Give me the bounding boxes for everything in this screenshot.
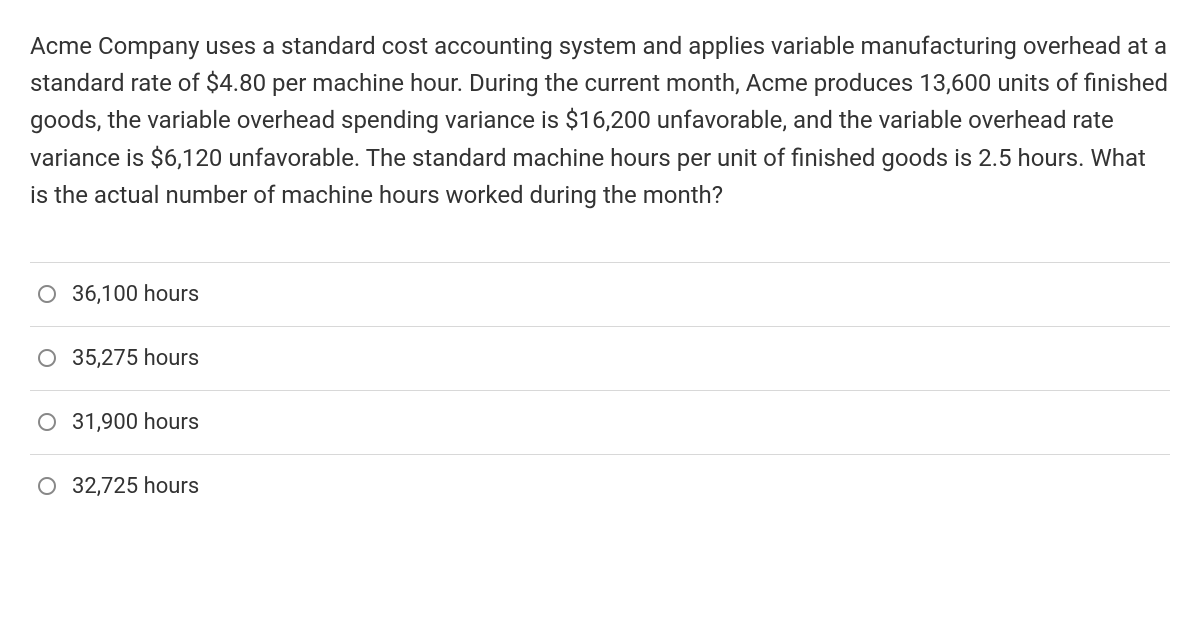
option-row[interactable]: 31,900 hours (30, 391, 1170, 455)
option-label: 32,725 hours (72, 474, 199, 499)
radio-icon[interactable] (38, 285, 56, 303)
option-row[interactable]: 35,275 hours (30, 327, 1170, 391)
option-row[interactable]: 36,100 hours (30, 263, 1170, 327)
option-label: 35,275 hours (72, 346, 199, 371)
options-container: 36,100 hours 35,275 hours 31,900 hours 3… (30, 262, 1170, 518)
radio-icon[interactable] (38, 349, 56, 367)
radio-icon[interactable] (38, 477, 56, 495)
radio-icon[interactable] (38, 413, 56, 431)
question-text: Acme Company uses a standard cost accoun… (30, 28, 1170, 214)
option-label: 36,100 hours (72, 282, 199, 307)
option-label: 31,900 hours (72, 410, 199, 435)
option-row[interactable]: 32,725 hours (30, 455, 1170, 518)
